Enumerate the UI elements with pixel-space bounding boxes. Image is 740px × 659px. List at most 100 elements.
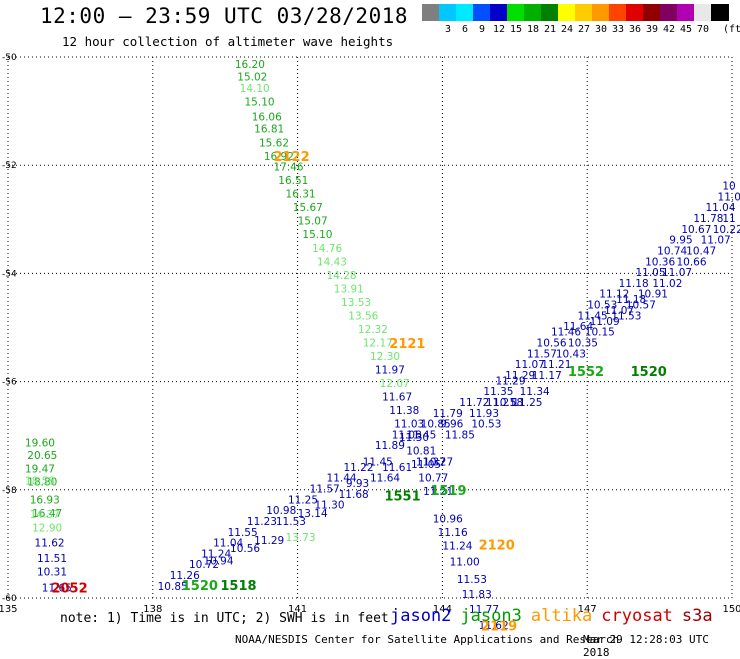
wave-height-label: 16.51 xyxy=(278,175,308,187)
wave-height-label: 10.81 xyxy=(406,446,436,458)
wave-height-label: 11.12 xyxy=(599,289,629,301)
y-tick-label: -52 xyxy=(2,161,17,171)
wave-height-label: 11.30 xyxy=(399,432,429,444)
wave-height-label: 14.10 xyxy=(240,83,270,95)
wave-height-label: 11.53 xyxy=(611,310,641,322)
wave-height-label: 10.67 xyxy=(681,224,711,236)
wave-height-label: 15.67 xyxy=(293,202,323,214)
wave-height-label: 11.18 xyxy=(619,278,649,290)
wave-height-label: 15.62 xyxy=(259,137,289,149)
wave-height-label: 10.77 xyxy=(418,473,448,485)
x-tick-label: 147 xyxy=(578,604,597,615)
wave-height-label: 11.61 xyxy=(382,462,412,474)
wave-height-label: 15.10 xyxy=(302,229,332,241)
satellite-legend: jason2 jason3 altika cryosat s3a xyxy=(390,606,722,626)
legend-s3a: s3a xyxy=(681,606,713,626)
wave-height-label: 16.92 xyxy=(264,151,294,163)
wave-height-label: 10.57 xyxy=(626,300,656,312)
wave-height-label: 11.97 xyxy=(375,364,405,376)
wave-height-label: 16.20 xyxy=(235,59,265,71)
wave-height-label: 12.07 xyxy=(380,378,410,390)
wave-height-label: 18.58 xyxy=(25,475,55,487)
color-swatch xyxy=(422,4,440,21)
wave-height-label: 15.07 xyxy=(298,216,328,228)
wave-height-label: 16.31 xyxy=(286,189,316,201)
wave-height-label: 10.58 xyxy=(493,397,523,409)
wave-height-label: 11.93 xyxy=(469,408,499,420)
wave-height-label: 13.91 xyxy=(334,283,364,295)
color-scale-label: 36 xyxy=(628,24,642,35)
color-swatch xyxy=(541,4,559,21)
wave-height-label: 11.65 xyxy=(42,583,72,595)
x-tick-label: 138 xyxy=(143,604,162,615)
wave-height-label: 10.56 xyxy=(537,337,567,349)
pass-id-label: 1520 xyxy=(182,579,218,594)
color-scale-label: 6 xyxy=(461,24,469,35)
wave-height-label: 13.56 xyxy=(348,310,378,322)
wave-height-label: 11.62 xyxy=(35,538,65,550)
wave-height-label: 11.23 xyxy=(247,516,277,528)
pass-id-label: 2119 xyxy=(481,619,517,634)
y-tick-label: -50 xyxy=(2,53,17,63)
color-scale-label: 18 xyxy=(526,24,540,35)
wave-height-label: 10.98 xyxy=(266,505,296,517)
wave-height-label: 11.55 xyxy=(228,527,258,539)
color-swatch xyxy=(626,4,644,21)
wave-height-label: 11.85 xyxy=(445,429,475,441)
wave-height-label: 11.07 xyxy=(701,235,731,247)
wave-height-label: 18.80 xyxy=(27,476,57,488)
wave-height-label: 11.04 xyxy=(705,202,735,214)
wave-height-label: 11.38 xyxy=(389,405,419,417)
wave-height-label: 11.24 xyxy=(201,548,231,560)
color-scale-label: 30 xyxy=(594,24,608,35)
wave-height-label: 10.36 xyxy=(645,256,675,268)
color-scale-unit: (ft) xyxy=(722,24,740,35)
wave-height-label: 11.04 xyxy=(213,538,243,550)
wave-height-label: 10.27 xyxy=(423,456,453,468)
wave-height-label: 11.79 xyxy=(433,408,463,420)
wave-height-label: 11.16 xyxy=(438,527,468,539)
wave-height-label: 14.76 xyxy=(312,243,342,255)
color-swatch xyxy=(439,4,457,21)
wave-height-label: 10.85 xyxy=(421,419,451,431)
wave-height-label: 11.46 xyxy=(551,327,581,339)
wave-height-label: 16.81 xyxy=(254,124,284,136)
wave-height-label: 20.65 xyxy=(27,450,57,462)
wave-height-label: 11.45 xyxy=(406,429,436,441)
color-scale-label: 39 xyxy=(645,24,659,35)
wave-height-label: 11.05 xyxy=(635,267,665,279)
wave-height-label: 11.57 xyxy=(527,348,557,360)
wave-height-label: 10.15 xyxy=(585,327,615,339)
pass-id-label: 1518 xyxy=(220,579,256,594)
color-swatch xyxy=(507,4,525,21)
wave-height-label: 11.64 xyxy=(370,473,400,485)
wave-height-label: 11.0 xyxy=(718,191,740,203)
color-swatch xyxy=(660,4,678,21)
wave-height-label: 11.03 xyxy=(394,419,424,431)
legend-jason3: jason3 xyxy=(460,606,522,626)
x-tick-label: 144 xyxy=(433,604,452,615)
color-swatch xyxy=(473,4,491,21)
wave-height-label: 11.77 xyxy=(469,604,499,616)
wave-height-label: 10.43 xyxy=(556,348,586,360)
legend-cryosat: cryosat xyxy=(601,606,673,626)
wave-height-label: 19.47 xyxy=(25,463,55,475)
wave-height-label: 11.21 xyxy=(541,359,571,371)
wave-height-label: 14.37 xyxy=(30,509,60,521)
color-scale-label: 9 xyxy=(478,24,486,35)
pass-id-label: 1552 xyxy=(568,365,604,380)
wave-height-label: 10.53 xyxy=(587,300,617,312)
wave-height-label: 11.37 xyxy=(416,456,446,468)
wave-height-label: 11.26 xyxy=(170,570,200,582)
wave-height-label: 11.64 xyxy=(563,321,593,333)
wave-height-label: 14.43 xyxy=(317,256,347,268)
wave-height-label: 11.83 xyxy=(462,589,492,601)
wave-height-label: 10.56 xyxy=(230,543,260,555)
wave-height-label: 16.06 xyxy=(252,111,282,123)
footer-timestamp: Mar 29 12:28:03 UTC 2018 xyxy=(583,633,709,659)
pass-id-label: 1551 xyxy=(384,490,420,505)
wave-height-label: 10.74 xyxy=(657,245,687,257)
color-swatch xyxy=(490,4,508,21)
wave-height-label: 11.07 xyxy=(604,305,634,317)
pass-id-label: 2121 xyxy=(389,337,425,352)
